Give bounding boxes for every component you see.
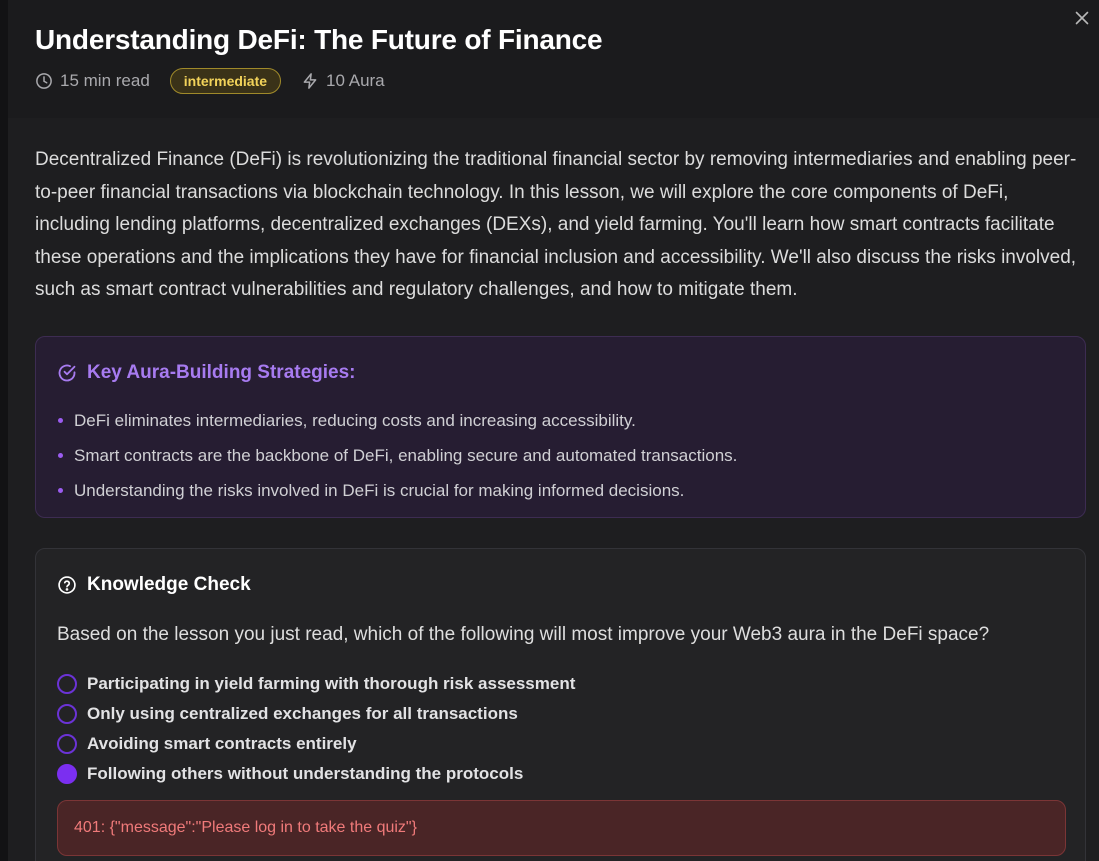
bolt-icon — [303, 73, 317, 89]
strategy-text: Smart contracts are the backbone of DeFi… — [74, 445, 738, 465]
knowledge-check-title: Knowledge Check — [87, 574, 251, 595]
lesson-intro: Decentralized Finance (DeFi) is revoluti… — [35, 149, 1077, 301]
strategy-text: DeFi eliminates intermediaries, reducing… — [74, 410, 636, 430]
check-circle-icon — [58, 364, 76, 382]
list-item: DeFi eliminates intermediaries, reducing… — [58, 403, 737, 438]
clock-icon — [36, 73, 52, 89]
strategies-list: DeFi eliminates intermediaries, reducing… — [58, 403, 737, 508]
quiz-options: Participating in yield farming with thor… — [57, 669, 575, 789]
quiz-error-message: 401: {"message":"Please log in to take t… — [57, 800, 1066, 856]
quiz-option-1[interactable]: Participating in yield farming with thor… — [57, 669, 575, 699]
aura-reward-label: 10 Aura — [326, 71, 385, 90]
strategies-panel: Key Aura-Building Strategies: DeFi elimi… — [35, 336, 1086, 518]
bullet — [58, 488, 63, 493]
strategies-title: Key Aura-Building Strategies: — [87, 362, 356, 383]
level-badge: intermediate — [169, 68, 282, 94]
lesson-header: Understanding DeFi: The Future of Financ… — [8, 0, 1099, 118]
help-circle-icon — [58, 576, 76, 594]
radio-button[interactable] — [57, 674, 77, 694]
radio-button[interactable] — [57, 734, 77, 754]
option-label: Participating in yield farming with thor… — [87, 674, 576, 693]
bullet — [58, 418, 63, 423]
read-time-label: 15 min read — [60, 71, 150, 90]
list-item: Smart contracts are the backbone of DeFi… — [58, 438, 737, 473]
strategy-text: Understanding the risks involved in DeFi… — [74, 480, 685, 500]
close-button[interactable] — [1071, 8, 1093, 30]
close-icon — [1075, 11, 1089, 25]
quiz-question: Based on the lesson you just read, which… — [57, 624, 990, 645]
lesson-modal: Understanding DeFi: The Future of Financ… — [8, 0, 1099, 861]
list-item: Understanding the risks involved in DeFi… — [58, 473, 737, 508]
strategies-heading: Key Aura-Building Strategies: — [57, 362, 356, 384]
knowledge-check-panel: Knowledge Check Based on the lesson you … — [35, 548, 1086, 861]
option-label: Only using centralized exchanges for all… — [87, 704, 518, 723]
lesson-title: Understanding DeFi: The Future of Financ… — [35, 24, 603, 55]
option-label: Following others without understanding t… — [87, 764, 524, 783]
radio-button[interactable] — [57, 704, 77, 724]
quiz-option-4[interactable]: Following others without understanding t… — [57, 759, 575, 789]
aura-reward: 10 Aura — [301, 71, 385, 91]
bullet — [58, 453, 63, 458]
knowledge-check-heading: Knowledge Check — [57, 574, 251, 596]
quiz-option-2[interactable]: Only using centralized exchanges for all… — [57, 699, 575, 729]
radio-button[interactable] — [57, 764, 77, 784]
option-label: Avoiding smart contracts entirely — [87, 734, 357, 753]
backdrop — [0, 0, 8, 861]
lesson-meta: 15 min read intermediate 10 Aura — [35, 68, 385, 94]
read-time: 15 min read — [35, 71, 150, 91]
quiz-option-3[interactable]: Avoiding smart contracts entirely — [57, 729, 575, 759]
